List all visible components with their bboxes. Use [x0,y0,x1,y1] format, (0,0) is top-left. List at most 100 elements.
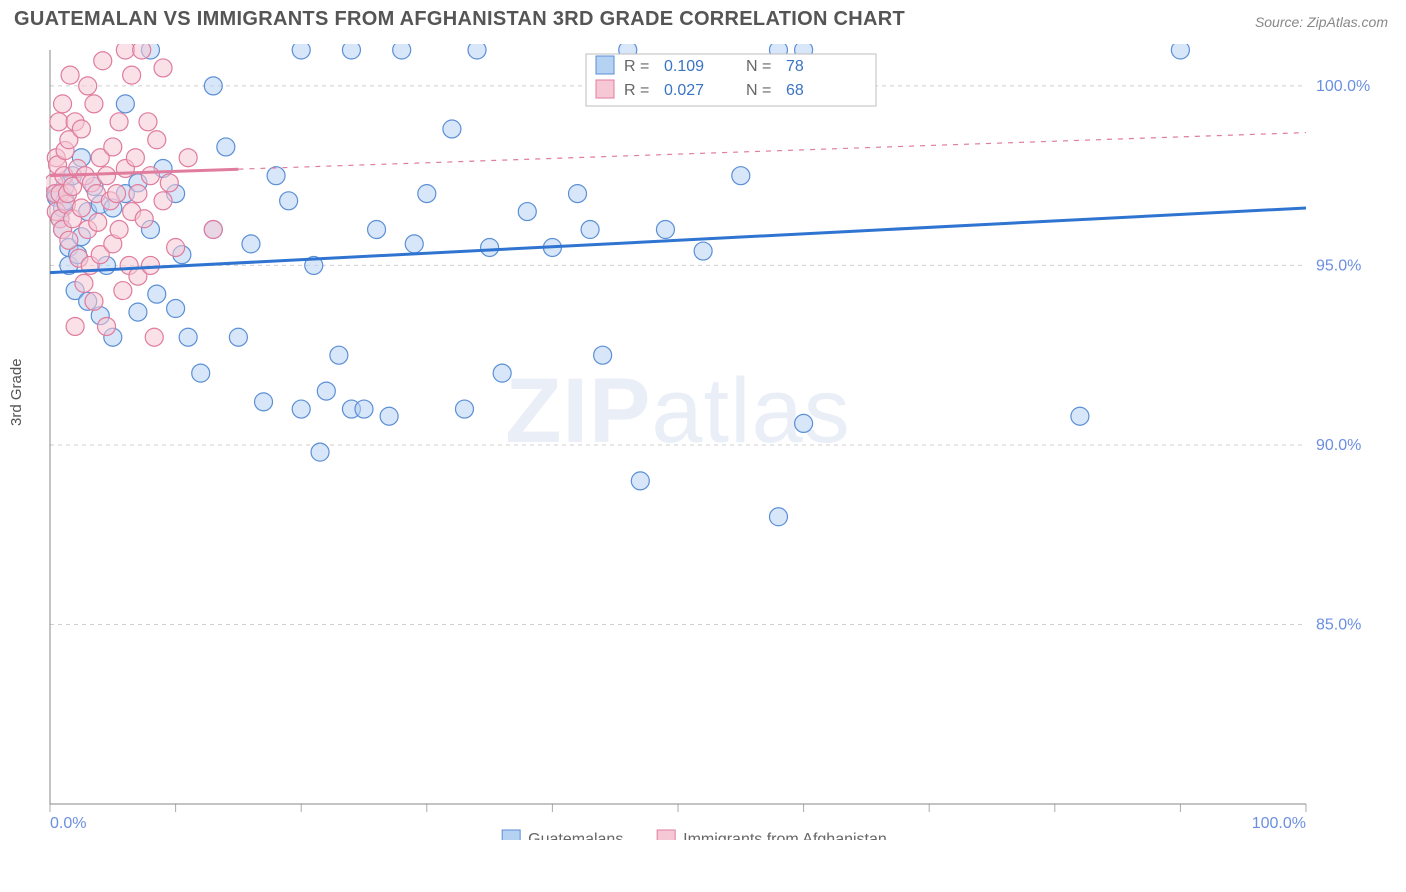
point-guatemalans [129,303,147,321]
point-afghanistan [89,213,107,231]
point-guatemalans [393,44,411,59]
point-afghanistan [60,231,78,249]
point-afghanistan [154,59,172,77]
point-afghanistan [123,66,141,84]
point-afghanistan [104,138,122,156]
point-guatemalans [631,472,649,490]
point-guatemalans [518,203,536,221]
point-guatemalans [311,443,329,461]
point-afghanistan [160,174,178,192]
point-guatemalans [569,185,587,203]
chart-svg: ZIPatlas85.0%90.0%95.0%100.0%0.0%100.0%R… [46,44,1386,840]
legend-n-value: 68 [786,82,804,99]
point-guatemalans [317,382,335,400]
point-afghanistan [98,167,116,185]
point-afghanistan [129,185,147,203]
point-afghanistan [114,282,132,300]
point-afghanistan [85,292,103,310]
point-afghanistan [148,131,166,149]
point-afghanistan [145,328,163,346]
point-guatemalans [418,185,436,203]
point-guatemalans [292,44,310,59]
legend-r-label: R = [624,82,649,99]
point-guatemalans [368,221,386,239]
point-guatemalans [732,167,750,185]
x-tick-label: 0.0% [50,815,86,832]
point-guatemalans [229,328,247,346]
watermark: ZIPatlas [505,360,850,462]
legend-n-value: 78 [786,58,804,75]
point-guatemalans [493,364,511,382]
point-afghanistan [116,44,134,59]
point-guatemalans [179,328,197,346]
point-afghanistan [110,221,128,239]
point-afghanistan [50,113,68,131]
y-axis-label: 3rd Grade [8,358,25,426]
point-afghanistan [141,167,159,185]
legend-series-label: Immigrants from Afghanistan [683,831,887,840]
legend-swatch [502,830,520,840]
point-afghanistan [72,120,90,138]
chart-title: GUATEMALAN VS IMMIGRANTS FROM AFGHANISTA… [14,8,905,31]
point-guatemalans [694,242,712,260]
point-guatemalans [594,346,612,364]
point-guatemalans [455,400,473,418]
legend-swatch [596,56,614,74]
trendline-a-solid [50,208,1306,273]
point-afghanistan [141,256,159,274]
x-tick-label: 100.0% [1252,815,1306,832]
point-afghanistan [110,113,128,131]
legend-r-value: 0.109 [664,58,704,75]
point-guatemalans [405,235,423,253]
legend-n-label: N = [746,82,771,99]
y-tick-label: 100.0% [1316,78,1370,95]
legend-swatch [596,80,614,98]
point-afghanistan [66,317,84,335]
point-afghanistan [94,52,112,70]
legend-r-label: R = [624,58,649,75]
y-tick-label: 90.0% [1316,437,1361,454]
y-tick-label: 95.0% [1316,257,1361,274]
point-guatemalans [1171,44,1189,59]
point-guatemalans [656,221,674,239]
point-guatemalans [267,167,285,185]
point-afghanistan [108,185,126,203]
point-afghanistan [167,238,185,256]
point-guatemalans [581,221,599,239]
point-guatemalans [355,400,373,418]
point-afghanistan [154,192,172,210]
point-afghanistan [54,95,72,113]
chart-plot: ZIPatlas85.0%90.0%95.0%100.0%0.0%100.0%R… [46,44,1386,840]
point-afghanistan [72,199,90,217]
point-guatemalans [330,346,348,364]
point-afghanistan [98,317,116,335]
source-attribution: Source: ZipAtlas.com [1255,14,1388,30]
point-guatemalans [292,400,310,418]
legend-series-label: Guatemalans [528,831,623,840]
point-afghanistan [85,95,103,113]
point-guatemalans [167,300,185,318]
legend-n-label: N = [746,58,771,75]
point-afghanistan [179,149,197,167]
point-afghanistan [75,274,93,292]
point-guatemalans [481,238,499,256]
trendline-b-dashed [238,133,1306,170]
point-guatemalans [116,95,134,113]
legend-swatch [657,830,675,840]
point-guatemalans [769,508,787,526]
point-guatemalans [342,44,360,59]
point-guatemalans [192,364,210,382]
legend-r-value: 0.027 [664,82,704,99]
point-afghanistan [204,221,222,239]
point-guatemalans [148,285,166,303]
point-guatemalans [242,235,260,253]
point-guatemalans [217,138,235,156]
point-afghanistan [139,113,157,131]
point-afghanistan [135,210,153,228]
point-guatemalans [443,120,461,138]
point-guatemalans [468,44,486,59]
point-afghanistan [133,44,151,59]
point-guatemalans [1071,407,1089,425]
point-guatemalans [255,393,273,411]
point-afghanistan [126,149,144,167]
